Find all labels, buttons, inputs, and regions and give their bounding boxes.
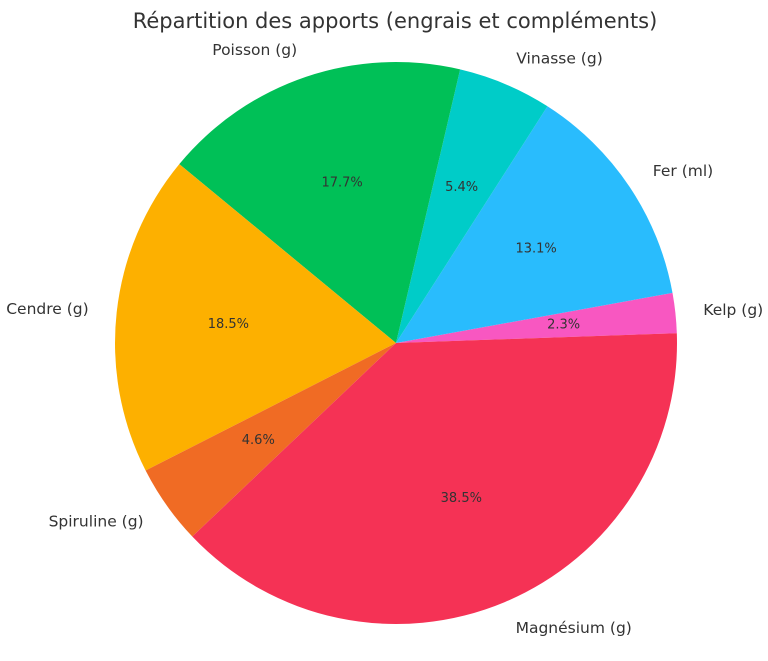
pie-slice-kelp-g (396, 292, 677, 343)
percent-label-kelp-g: 2.3% (547, 318, 580, 333)
category-label-spiruline-g: Spiruline (g) (49, 513, 144, 531)
pie-slices (115, 62, 678, 624)
category-label-fer-ml: Fer (ml) (653, 162, 713, 180)
category-label-poisson-g: Poisson (g) (212, 41, 297, 59)
percent-label-vinasse-g: 5.4% (445, 180, 478, 195)
pie-slice-cendre-g (115, 164, 397, 471)
pie-slice-magnesium-g (192, 333, 678, 624)
pie-slice-poisson-g (179, 62, 461, 343)
category-label-magnesium-g: Magnésium (g) (516, 619, 632, 637)
percent-labels: 2.3% 13.1% 5.4% 17.7% 18.5% 4.6% 38.5% (208, 176, 580, 506)
percent-label-cendre-g: 18.5% (208, 317, 249, 332)
category-label-vinasse-g: Vinasse (g) (516, 49, 602, 67)
pie-slice-fer-ml (396, 106, 673, 343)
pie-slice-vinasse-g (396, 69, 548, 344)
category-label-cendre-g: Cendre (g) (6, 300, 88, 318)
chart-title: Répartition des apports (engrais et comp… (133, 9, 658, 33)
percent-label-fer-ml: 13.1% (515, 242, 556, 257)
percent-label-spiruline-g: 4.6% (242, 433, 275, 448)
pie-slice-spiruline-g (145, 343, 396, 537)
percent-label-poisson-g: 17.7% (321, 176, 362, 191)
category-label-kelp-g: Kelp (g) (703, 301, 763, 319)
category-labels: Kelp (g) Fer (ml) Vinasse (g) Poisson (g) Ce… (6, 41, 763, 637)
percent-label-magnesium-g: 38.5% (441, 491, 482, 506)
